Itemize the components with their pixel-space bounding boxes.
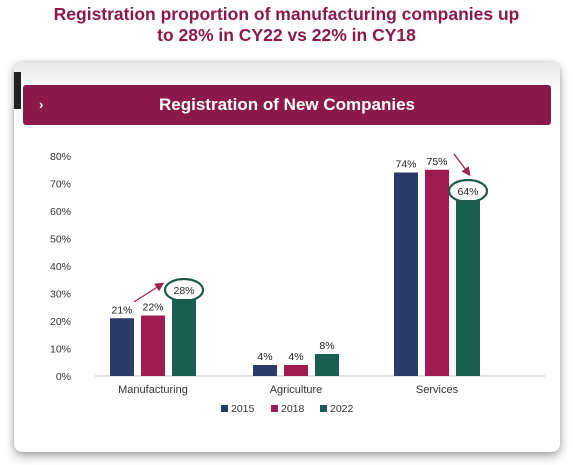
y-tick-label: 30%: [50, 289, 71, 301]
bar: [141, 315, 165, 376]
page-title-line-2: to 28% in CY22 vs 22% in CY18: [157, 25, 416, 45]
category-label: Services: [416, 384, 459, 396]
legend-label: 2018: [281, 403, 305, 415]
trend-up-arrow-icon: [133, 282, 165, 303]
data-label: 64%: [457, 186, 478, 198]
page-title-line-1: Registration proportion of manufacturing…: [53, 4, 520, 24]
data-label: 28%: [173, 285, 194, 297]
highlight-ring: [447, 178, 489, 204]
category-label: Agriculture: [270, 384, 323, 396]
bar: [315, 354, 339, 376]
y-tick-label: 60%: [50, 206, 71, 218]
chart-title: Registration of New Companies: [159, 95, 415, 114]
side-strip: [14, 72, 21, 109]
page-title: Registration proportion of manufacturing…: [0, 4, 573, 46]
bar: [284, 365, 308, 376]
data-label: 8%: [319, 340, 334, 352]
legend-label: 2015: [231, 403, 255, 415]
bar: [253, 365, 277, 376]
bar: [425, 169, 449, 376]
y-tick-label: 40%: [50, 261, 71, 273]
y-tick-label: 70%: [50, 179, 71, 191]
chart-banner: › Registration of New Companies: [23, 85, 551, 125]
bar: [394, 172, 418, 376]
bar: [456, 200, 480, 376]
data-label: 4%: [288, 351, 303, 363]
bar: [172, 299, 196, 376]
data-label: 74%: [395, 159, 416, 171]
y-tick-label: 50%: [50, 234, 71, 246]
y-tick-label: 80%: [50, 151, 71, 163]
trend-down-arrow-icon: [453, 153, 471, 177]
legend-swatch: [271, 405, 278, 412]
legend-label: 2022: [330, 403, 354, 415]
chart-card: › Registration of New Companies: [14, 62, 560, 452]
data-label: 4%: [257, 351, 272, 363]
y-tick-label: 20%: [50, 316, 71, 328]
highlight-ring: [163, 277, 205, 303]
data-label: 75%: [426, 156, 447, 168]
y-tick-label: 0%: [56, 371, 71, 383]
legend-swatch: [320, 405, 327, 412]
data-label: 21%: [111, 304, 132, 316]
legend-swatch: [221, 405, 228, 412]
data-label: 22%: [142, 302, 163, 314]
chevron-right-icon: ›: [39, 97, 44, 112]
y-tick-label: 10%: [50, 344, 71, 356]
category-label: Manufacturing: [118, 384, 188, 396]
bar: [110, 318, 134, 376]
